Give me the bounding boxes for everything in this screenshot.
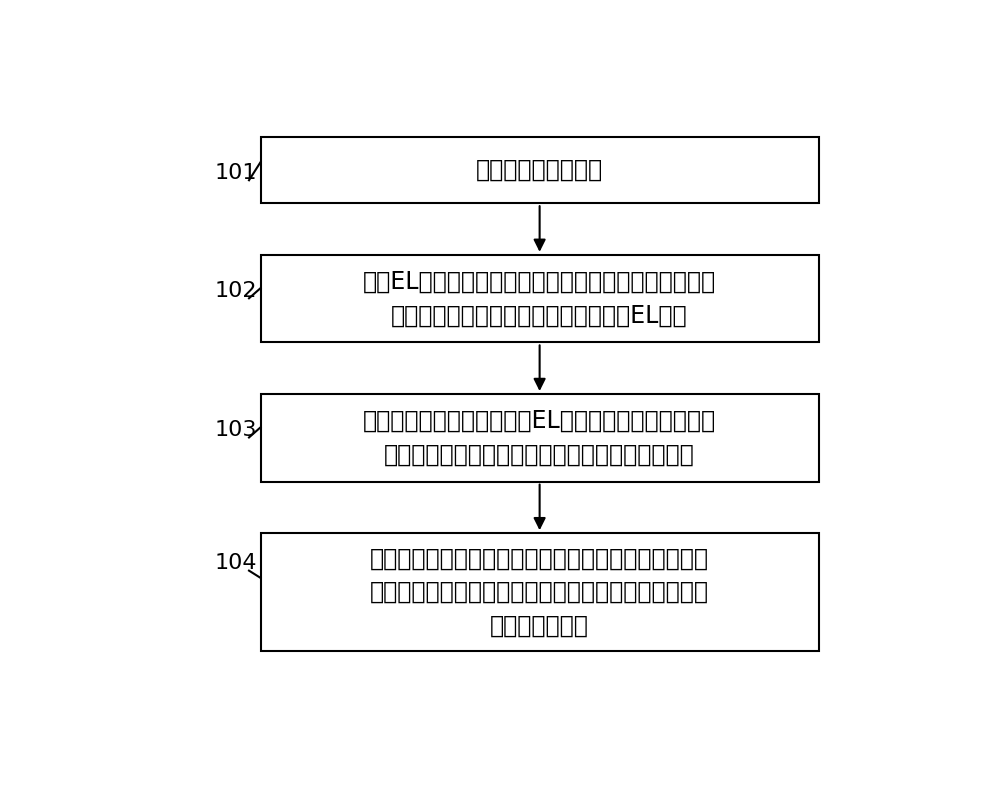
Text: 根据多个测试电池片的局域漏电流密度与热斑温度之间
的对应关系以及获取的热斑温度的限定值，确定出局域
漏电流密度阈值: 根据多个测试电池片的局域漏电流密度与热斑温度之间 的对应关系以及获取的热斑温度的… <box>370 546 709 637</box>
Text: 102: 102 <box>214 281 257 301</box>
Text: 103: 103 <box>214 421 257 440</box>
Bar <box>261 137 819 204</box>
Bar <box>261 533 819 651</box>
Text: 101: 101 <box>214 163 257 183</box>
Text: 根据每个测试电池片对应的EL图像，确定出每个测试电
池片的局域漏电流密度与热斑温度之间的对应关系: 根据每个测试电池片对应的EL图像，确定出每个测试电 池片的局域漏电流密度与热斑温… <box>363 409 716 467</box>
Text: 104: 104 <box>214 553 257 573</box>
Text: 通过EL测试仪，对每个测试电池片施加多次反向偏压，
并获取每个反向偏压对应的漏电流值和EL图像: 通过EL测试仪，对每个测试电池片施加多次反向偏压， 并获取每个反向偏压对应的漏电… <box>363 270 716 327</box>
Text: 获取多个测试电池片: 获取多个测试电池片 <box>476 158 603 182</box>
Bar <box>261 394 819 482</box>
Bar <box>261 255 819 343</box>
